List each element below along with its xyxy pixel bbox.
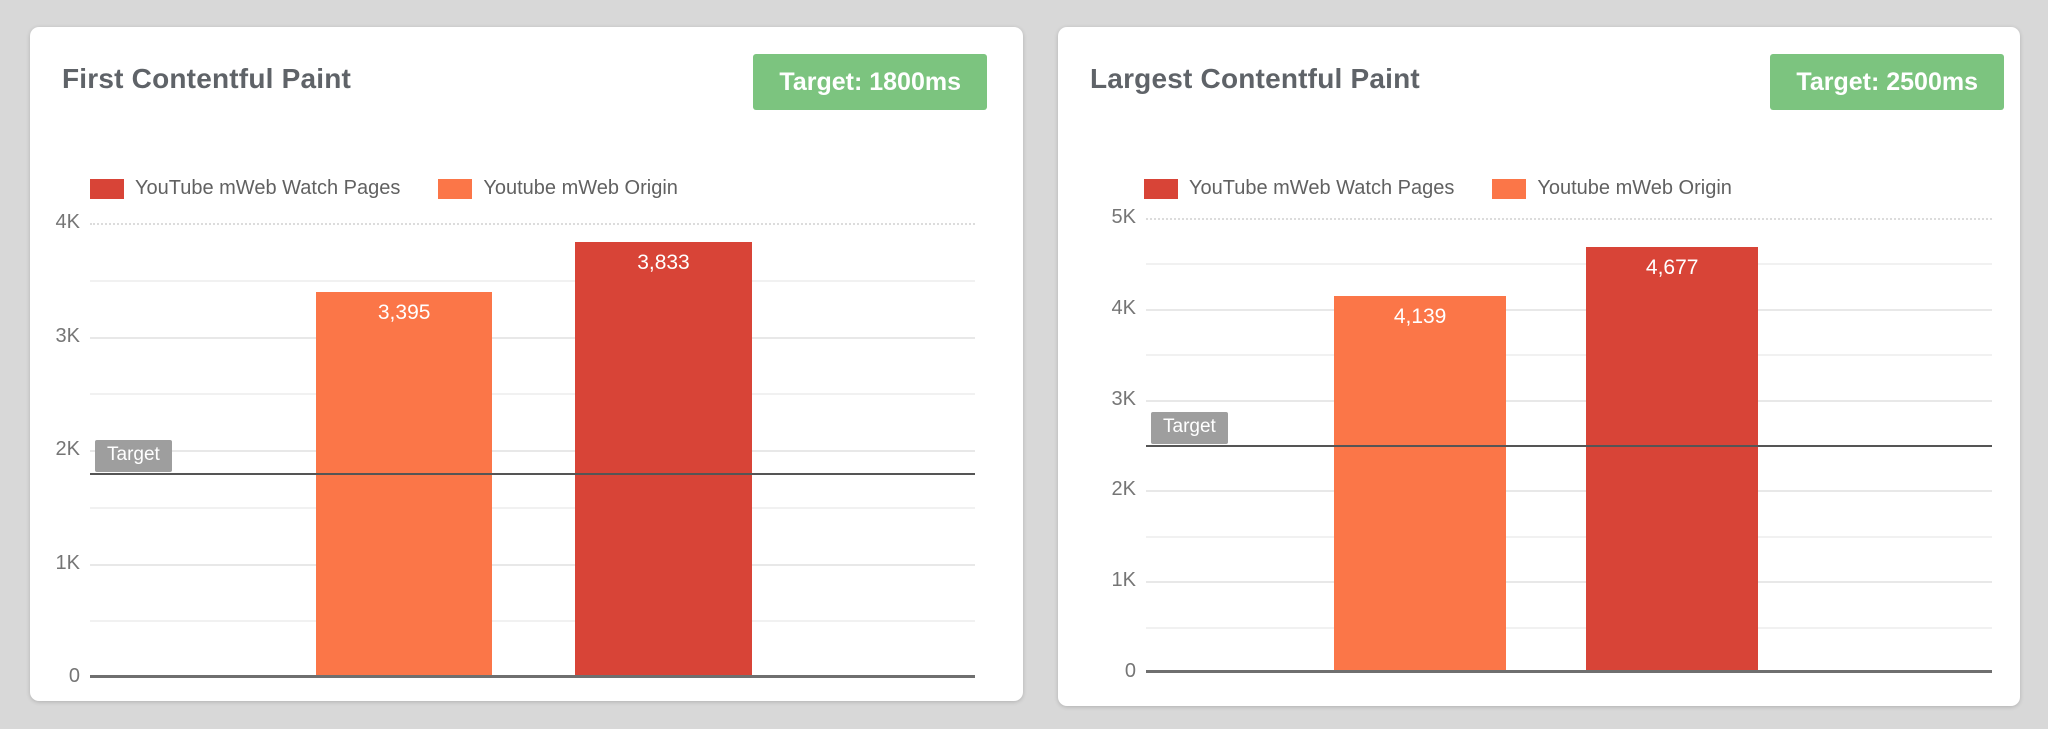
- bar-value-label: 4,677: [1645, 256, 1699, 280]
- y-axis-tick-label: 2K: [55, 438, 80, 460]
- target-label-badge: Target: [1151, 412, 1228, 444]
- y-axis-tick-label: 2K: [1111, 478, 1136, 501]
- gridline: [1146, 308, 1992, 311]
- gridline: [90, 450, 975, 452]
- gridline: [90, 223, 975, 225]
- bar-value-label: 4,139: [1393, 305, 1447, 329]
- legend-label: YouTube mWeb Watch Pages: [135, 177, 401, 199]
- chart-title: Largest Contentful Paint: [1090, 63, 1420, 94]
- y-axis-tick-label: 0: [68, 665, 80, 687]
- gridline: [1146, 626, 1992, 629]
- lcp-chart-card: Largest Contentful Paint Target: 2500ms …: [1058, 27, 2020, 706]
- plot-area: 0 1K 2K 3K 4K 5K 4,139 4,677 Target: [1112, 206, 1992, 682]
- gridline: [1146, 490, 1992, 493]
- legend-item-watch-pages: YouTube mWeb Watch Pages: [1144, 177, 1454, 200]
- bar-youtube-mweb-watch-pages: 3,833: [575, 241, 752, 677]
- gridline: [90, 563, 975, 566]
- target-value-badge: Target: 2500ms: [1770, 54, 2004, 110]
- plot-area: 0 1K 2K 3K 4K 3,395 3,833 Target: [56, 211, 975, 687]
- legend-label: YouTube mWeb Watch Pages: [1189, 177, 1455, 199]
- gridline: [1146, 218, 1992, 220]
- y-axis-tick-label: 3K: [1111, 387, 1136, 410]
- bar-youtube-mweb-origin: 4,139: [1334, 296, 1506, 672]
- target-label-badge: Target: [95, 439, 172, 472]
- bar-youtube-mweb-watch-pages: 4,677: [1586, 247, 1759, 672]
- y-axis-tick-label: 0: [1124, 660, 1136, 682]
- chart-legend: YouTube mWeb Watch Pages Youtube mWeb Or…: [90, 177, 678, 200]
- legend-swatch-orange: [438, 178, 473, 199]
- legend-swatch-orange: [1492, 178, 1527, 199]
- x-axis-baseline: [90, 675, 975, 678]
- gridline: [1146, 581, 1992, 584]
- bar-youtube-mweb-origin: 3,395: [316, 291, 493, 677]
- x-axis-baseline: [1146, 670, 1992, 673]
- fcp-chart-card: First Contentful Paint Target: 1800ms Yo…: [30, 27, 1023, 701]
- gridline: [90, 279, 975, 282]
- bar-value-label: 3,395: [377, 300, 431, 324]
- gridline: [90, 336, 975, 339]
- target-value-badge: Target: 1800ms: [753, 54, 987, 110]
- gridline: [1146, 399, 1992, 402]
- y-axis-tick-label: 5K: [1111, 206, 1136, 228]
- y-axis-tick-label: 4K: [55, 211, 80, 233]
- legend-swatch-red: [1144, 178, 1178, 199]
- gridline: [90, 393, 975, 396]
- target-line: [90, 472, 975, 475]
- legend-label: Youtube mWeb Origin: [1537, 177, 1732, 199]
- y-axis-tick-label: 4K: [1111, 296, 1136, 319]
- gridline: [1146, 535, 1992, 538]
- bar-value-label: 3,833: [637, 250, 690, 274]
- y-axis-tick-label: 3K: [55, 324, 80, 347]
- chart-title: First Contentful Paint: [62, 63, 352, 94]
- legend-item-watch-pages: YouTube mWeb Watch Pages: [90, 177, 400, 200]
- legend-item-origin: Youtube mWeb Origin: [438, 177, 678, 200]
- gridline: [90, 620, 975, 623]
- legend-item-origin: Youtube mWeb Origin: [1492, 177, 1732, 200]
- gridline: [1146, 354, 1992, 357]
- y-axis-tick-label: 1K: [1111, 569, 1136, 592]
- target-line: [1146, 445, 1992, 447]
- gridline: [90, 506, 975, 509]
- chart-legend: YouTube mWeb Watch Pages Youtube mWeb Or…: [1144, 177, 1732, 200]
- gridline: [1146, 263, 1992, 266]
- legend-label: Youtube mWeb Origin: [483, 177, 678, 199]
- legend-swatch-red: [90, 178, 124, 199]
- y-axis-tick-label: 1K: [55, 551, 80, 574]
